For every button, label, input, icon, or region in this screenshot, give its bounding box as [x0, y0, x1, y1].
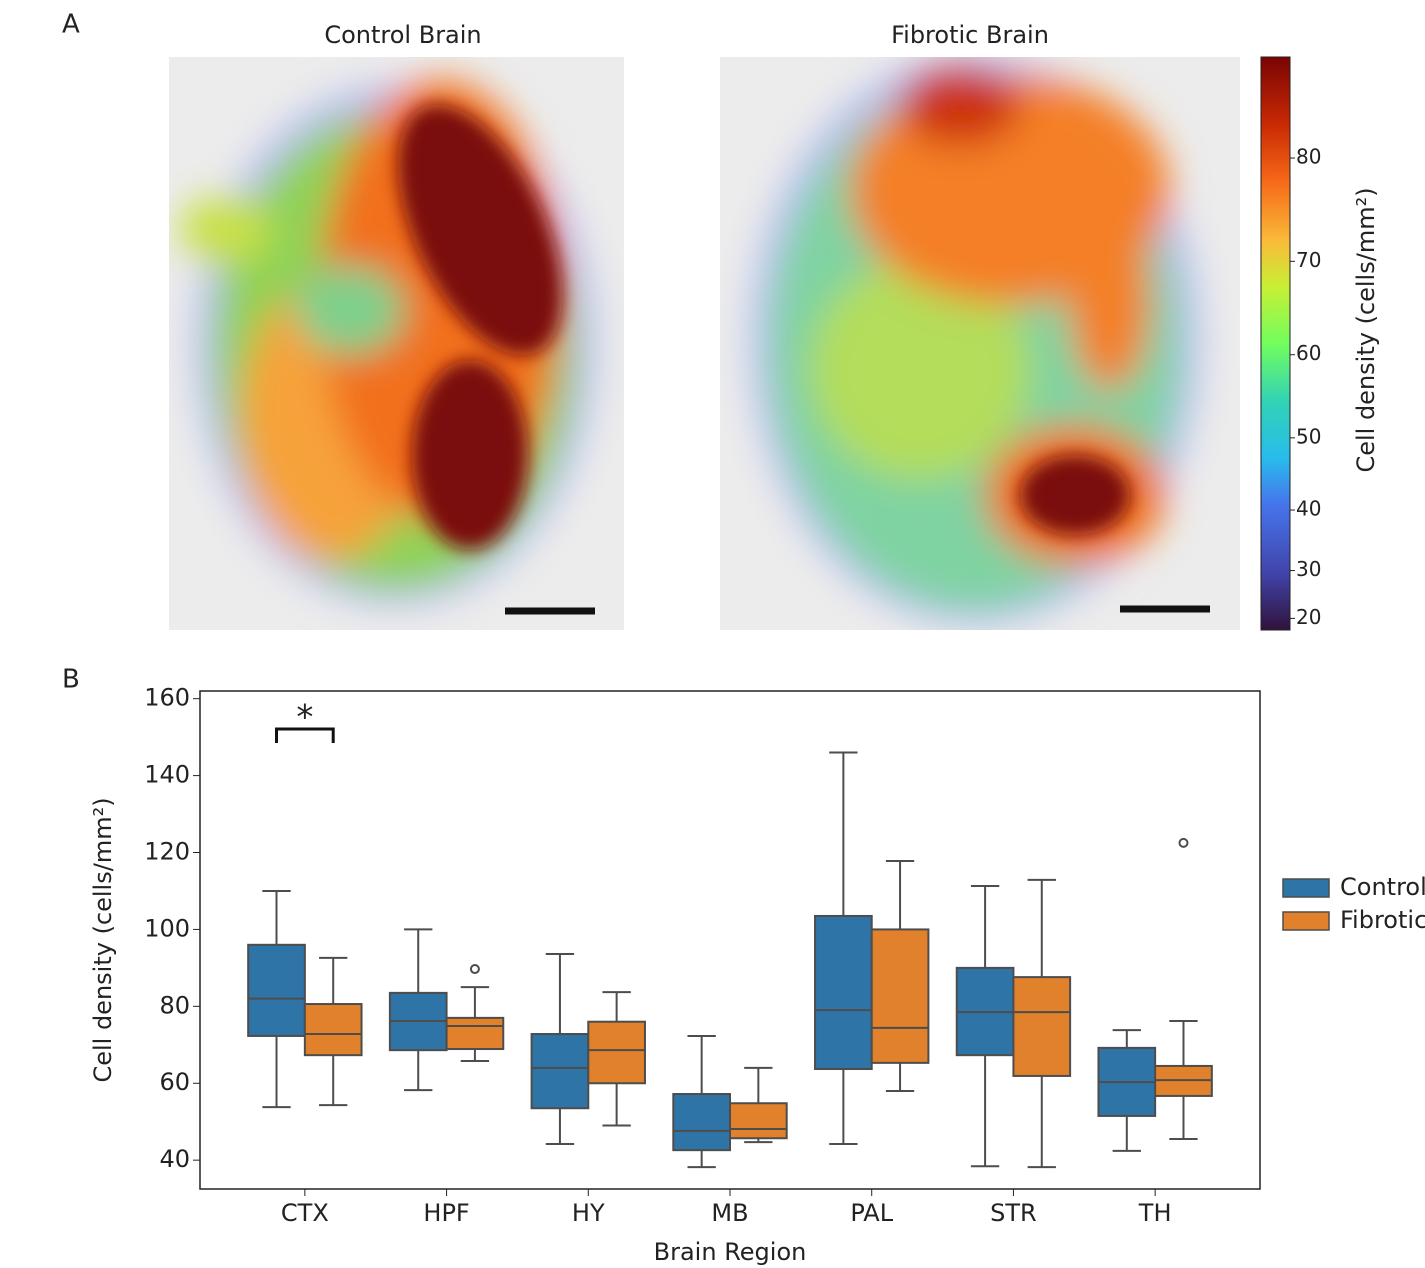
panel-label: B — [62, 665, 80, 695]
box — [445, 1016, 505, 1051]
x-tick-label: CTX — [281, 1199, 329, 1227]
box — [303, 1003, 363, 1057]
panel-label: A — [62, 10, 80, 40]
y-tick-label: 40 — [159, 1145, 190, 1173]
colorbar-tick-label: 20 — [1296, 605, 1321, 629]
colorbar-tick-label: 40 — [1296, 497, 1321, 521]
x-tick-label: HPF — [423, 1199, 469, 1227]
box — [530, 1033, 590, 1110]
colorbar-tick-label: 80 — [1296, 145, 1321, 169]
y-tick-label: 160 — [144, 684, 190, 712]
y-tick-label: 80 — [159, 991, 190, 1019]
legend-swatch — [1282, 911, 1330, 931]
colorbar-tick-label: 30 — [1296, 557, 1321, 581]
x-axis-label: Brain Region — [654, 1238, 807, 1266]
significance-bracket — [275, 727, 335, 743]
box — [814, 914, 873, 1071]
x-tick-label: STR — [990, 1199, 1037, 1227]
colorbar-label: Cell density (cells/mm²) — [1352, 187, 1380, 472]
box — [672, 1093, 731, 1152]
y-tick-label: 60 — [159, 1068, 190, 1096]
y-tick-label: 100 — [144, 914, 190, 942]
colorbar-tick-label: 60 — [1296, 341, 1321, 365]
y-axis-label: Cell density (cells/mm²) — [89, 797, 117, 1082]
control-heatmap — [169, 57, 624, 630]
image-title: Fibrotic Brain — [891, 21, 1049, 49]
x-tick-label: HY — [572, 1199, 605, 1227]
box — [247, 943, 306, 1037]
x-tick-label: MB — [711, 1199, 748, 1227]
image-title: Control Brain — [324, 21, 481, 49]
box — [587, 1020, 646, 1085]
x-tick-label: PAL — [850, 1199, 893, 1227]
y-tick-label: 140 — [144, 761, 190, 789]
significance-label: * — [296, 697, 313, 737]
fibrotic-heatmap — [720, 57, 1240, 630]
x-tick-label: TH — [1138, 1199, 1172, 1227]
colorbar-tick-label: 70 — [1296, 248, 1321, 272]
legend-label: Fibrotic — [1340, 906, 1425, 934]
colorbar-tick-label: 50 — [1296, 424, 1321, 448]
legend-swatch — [1282, 878, 1330, 898]
box — [729, 1102, 788, 1140]
outlier — [469, 964, 480, 975]
legend-label: Control — [1340, 873, 1425, 901]
box — [870, 928, 930, 1064]
y-tick-label: 120 — [144, 838, 190, 866]
colorbar — [1260, 56, 1291, 631]
box — [1012, 976, 1072, 1077]
outlier — [1178, 837, 1189, 848]
